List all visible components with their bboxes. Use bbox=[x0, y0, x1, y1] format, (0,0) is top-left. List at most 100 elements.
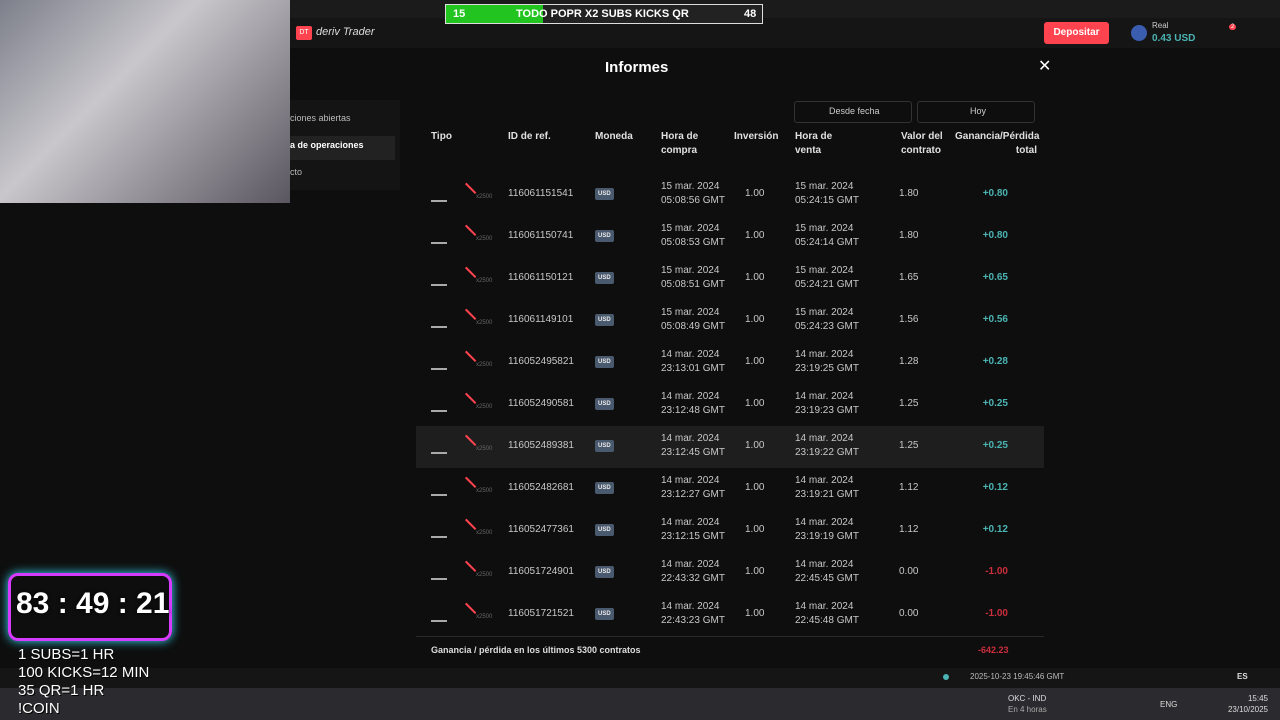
banner-text: TODO POPR X2 SUBS KICKS QR bbox=[516, 8, 689, 20]
type-arrow bbox=[453, 602, 477, 626]
sell-time: 23:19:22 GMT bbox=[795, 447, 859, 458]
profit: +0.25 bbox=[982, 398, 1008, 409]
type-icon bbox=[431, 438, 447, 454]
sell-time: 22:45:48 GMT bbox=[795, 615, 859, 626]
stream-banner: 15 TODO POPR X2 SUBS KICKS QR 48 bbox=[445, 4, 763, 24]
column-header: Ganancia/Pérdida total bbox=[955, 131, 1040, 156]
account-type[interactable]: Real bbox=[1152, 21, 1169, 30]
sell-date: 14 mar. 2024 bbox=[795, 475, 854, 486]
contract-value: 1.12 bbox=[899, 482, 919, 493]
balance: 0.43 USD bbox=[1152, 33, 1196, 44]
currency: USD bbox=[595, 230, 614, 242]
sell-date: 15 mar. 2024 bbox=[795, 181, 854, 192]
type-arrow bbox=[453, 476, 477, 500]
notification-count[interactable]: 2 bbox=[1229, 24, 1237, 30]
buy-date: 14 mar. 2024 bbox=[661, 475, 720, 486]
sell-date: 14 mar. 2024 bbox=[795, 349, 854, 360]
language: ES bbox=[1237, 672, 1248, 681]
contract-value: 1.80 bbox=[899, 230, 919, 241]
stake: 1.00 bbox=[745, 314, 765, 325]
ref-id: 116051724901 bbox=[508, 566, 574, 577]
column-header: Hora de compra bbox=[661, 131, 699, 156]
type-icon bbox=[431, 522, 447, 538]
currency: USD bbox=[595, 524, 614, 536]
type-arrow bbox=[453, 392, 477, 416]
buy-date: 14 mar. 2024 bbox=[661, 559, 720, 570]
sell-date: 14 mar. 2024 bbox=[795, 559, 854, 570]
multiplier: x2500 bbox=[476, 194, 493, 200]
currency: USD bbox=[595, 188, 614, 200]
type-arrow bbox=[453, 350, 477, 374]
contract-value: 0.00 bbox=[899, 608, 919, 619]
type-icon bbox=[431, 480, 447, 496]
currency: USD bbox=[595, 440, 614, 452]
ref-id: 116052489381 bbox=[508, 440, 574, 451]
type-icon bbox=[431, 312, 447, 328]
type-icon bbox=[431, 228, 447, 244]
buy-time: 05:08:51 GMT bbox=[661, 279, 725, 290]
buy-date: 15 mar. 2024 bbox=[661, 265, 720, 276]
multiplier: x2500 bbox=[476, 488, 493, 494]
column-header: Inversión bbox=[734, 131, 779, 142]
buy-date: 14 mar. 2024 bbox=[661, 391, 720, 402]
currency: USD bbox=[595, 356, 614, 368]
ref-id: 116052490581 bbox=[508, 398, 574, 409]
sell-time: 23:19:25 GMT bbox=[795, 363, 859, 374]
buy-time: 05:08:49 GMT bbox=[661, 321, 725, 332]
filter-label: Hoy bbox=[970, 106, 987, 116]
modal-title: Informes bbox=[605, 59, 669, 76]
stake: 1.00 bbox=[745, 398, 765, 409]
profit: -1.00 bbox=[985, 566, 1008, 577]
date-to[interactable] bbox=[917, 101, 1035, 123]
ref-id: 116051721521 bbox=[508, 608, 574, 619]
weather-sub: En 4 horas bbox=[1008, 705, 1047, 714]
type-arrow bbox=[453, 560, 477, 584]
type-icon bbox=[431, 270, 447, 286]
stake: 1.00 bbox=[745, 608, 765, 619]
profit: +0.65 bbox=[982, 272, 1008, 283]
column-header: Moneda bbox=[595, 131, 633, 142]
sell-time: 23:19:19 GMT bbox=[795, 531, 859, 542]
multiplier: x2500 bbox=[476, 530, 493, 536]
sell-time: 23:19:21 GMT bbox=[795, 489, 859, 500]
currency: USD bbox=[595, 566, 614, 578]
contract-value: 1.65 bbox=[899, 272, 919, 283]
profit: +0.80 bbox=[982, 230, 1008, 241]
type-icon bbox=[431, 354, 447, 370]
profit: +0.56 bbox=[982, 314, 1008, 325]
close-button[interactable]: ✕ bbox=[1038, 58, 1052, 75]
date-from[interactable] bbox=[794, 101, 912, 123]
ref-id: 116061151541 bbox=[508, 188, 574, 199]
contract-value: 1.25 bbox=[899, 398, 919, 409]
multiplier: x2500 bbox=[476, 572, 493, 578]
sell-date: 14 mar. 2024 bbox=[795, 517, 854, 528]
buy-date: 14 mar. 2024 bbox=[661, 349, 720, 360]
footer-divider bbox=[416, 636, 1044, 637]
sidebar-item: a de operaciones bbox=[290, 140, 364, 150]
multiplier: x2500 bbox=[476, 362, 493, 368]
multiplier: x2500 bbox=[476, 404, 493, 410]
footer-total: -642.23 bbox=[978, 645, 1009, 655]
multiplier: x2500 bbox=[476, 278, 493, 284]
stake: 1.00 bbox=[745, 230, 765, 241]
stake: 1.00 bbox=[745, 356, 765, 367]
type-arrow bbox=[453, 308, 477, 332]
sell-date: 14 mar. 2024 bbox=[795, 601, 854, 612]
sidebar bbox=[290, 100, 400, 190]
timer: 83 : 49 : 21 bbox=[16, 587, 170, 620]
deposit-button[interactable]: Depositar bbox=[1044, 22, 1109, 44]
logo-badge: DT bbox=[296, 26, 312, 40]
buy-date: 14 mar. 2024 bbox=[661, 601, 720, 612]
ref-id: 116052482681 bbox=[508, 482, 574, 493]
multiplier: x2500 bbox=[476, 446, 493, 452]
type-arrow bbox=[453, 518, 477, 542]
profit: -1.00 bbox=[985, 608, 1008, 619]
stake: 1.00 bbox=[745, 566, 765, 577]
sell-date: 15 mar. 2024 bbox=[795, 265, 854, 276]
buy-date: 15 mar. 2024 bbox=[661, 181, 720, 192]
buy-date: 14 mar. 2024 bbox=[661, 433, 720, 444]
buy-time: 23:12:15 GMT bbox=[661, 531, 725, 542]
buy-time: 23:12:27 GMT bbox=[661, 489, 725, 500]
logo[interactable]: deriv Trader bbox=[316, 26, 375, 38]
